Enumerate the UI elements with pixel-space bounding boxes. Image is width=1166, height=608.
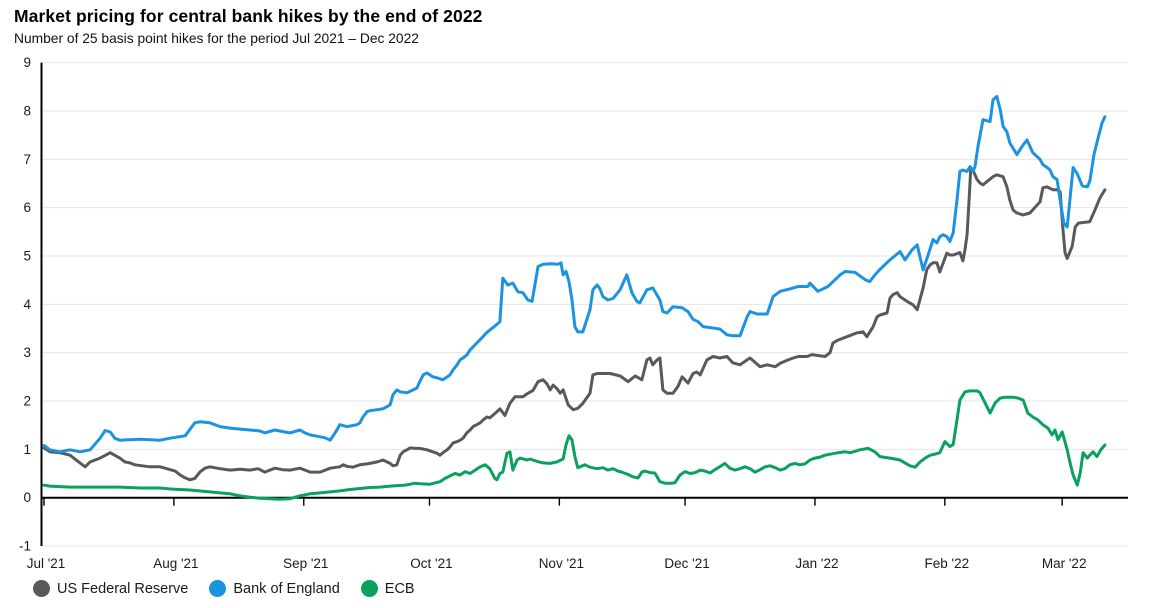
y-tick-label: 3: [23, 345, 31, 360]
legend-label: Bank of England: [233, 580, 340, 597]
header: Market pricing for central bank hikes by…: [14, 6, 483, 46]
y-tick-label: 9: [23, 55, 31, 70]
x-tick-label: Dec '21: [664, 556, 709, 571]
y-tick-label: 4: [23, 297, 31, 312]
series-line-us-federal-reserve: [42, 166, 1107, 482]
legend: US Federal Reserve Bank of England ECB: [33, 580, 415, 597]
legend-dot-icon: [209, 580, 227, 597]
y-tick-label: 1: [23, 442, 31, 457]
series-line-ecb: [42, 389, 1107, 501]
y-tick-label: 6: [23, 200, 31, 215]
x-tick-label: Aug '21: [153, 556, 198, 571]
y-tick-label: 2: [23, 394, 31, 409]
x-tick-label: Feb '22: [925, 556, 970, 571]
page-subtitle: Number of 25 basis point hikes for the p…: [14, 31, 419, 46]
y-tick-label: -1: [19, 539, 31, 554]
x-tick-label: Nov '21: [539, 556, 584, 571]
x-tick-label: Mar '22: [1042, 556, 1087, 571]
x-tick-label: Jan '22: [795, 556, 838, 571]
y-tick-label: 8: [23, 103, 31, 118]
page-title: Market pricing for central bank hikes by…: [14, 6, 483, 26]
legend-label: ECB: [384, 580, 415, 597]
y-tick-label: 7: [23, 152, 31, 167]
x-tick-label: Sep '21: [283, 556, 328, 571]
series-line-bank-of-england: [42, 95, 1107, 454]
x-tick-label: Oct '21: [410, 556, 452, 571]
legend-item-ecb[interactable]: ECB: [360, 580, 415, 597]
x-tick-label: Jul '21: [27, 556, 66, 571]
legend-item-us-federal-reserve[interactable]: US Federal Reserve: [33, 580, 188, 597]
y-tick-label: 0: [23, 490, 31, 505]
legend-dot-icon: [360, 580, 378, 597]
legend-item-bank-of-england[interactable]: Bank of England: [209, 580, 340, 597]
legend-dot-icon: [33, 580, 50, 597]
legend-label: US Federal Reserve: [57, 580, 189, 597]
y-tick-label: 5: [23, 249, 31, 264]
